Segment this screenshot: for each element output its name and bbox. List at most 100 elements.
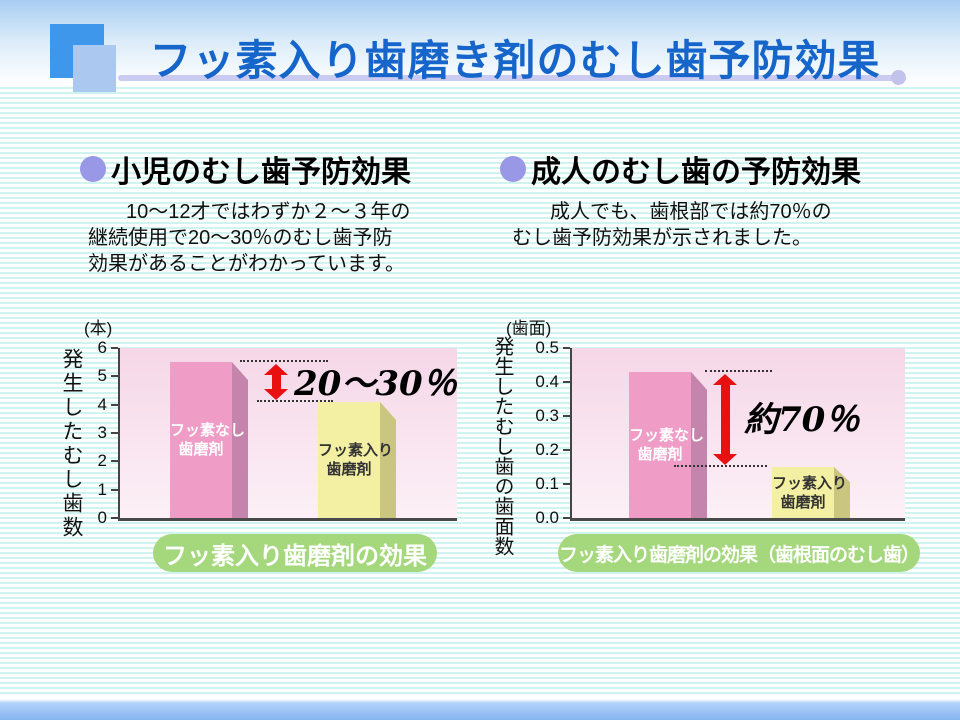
y-tick-label: 0.3 xyxy=(535,406,559,425)
reference-dotted-line xyxy=(240,360,328,363)
y-axis-tick: 6 xyxy=(98,338,118,358)
section-heading-children: 小児のむし歯予防効果 xyxy=(80,147,411,191)
y-axis-tick: 0.5 xyxy=(535,338,570,358)
difference-arrow-icon xyxy=(264,364,288,400)
bar-label-line: フッ素なし xyxy=(170,422,246,440)
bar-3d-side xyxy=(834,467,850,518)
title-underline-dot xyxy=(891,70,906,85)
y-tick-mark xyxy=(563,381,570,383)
difference-arrow-icon xyxy=(713,373,737,465)
page-title: フッ素入り歯磨き剤のむし歯予防効果 xyxy=(149,37,881,84)
bar-3d-side xyxy=(691,371,707,518)
difference-annotation: 約70％ xyxy=(744,400,860,440)
body-line: 10〜12才ではわずか２〜３年の xyxy=(126,201,411,223)
y-tick-mark xyxy=(111,403,118,406)
y-axis-title: 発生したむし歯数 xyxy=(60,348,83,540)
difference-annotation: 20〜30％ xyxy=(294,364,457,404)
y-tick-label: 4 xyxy=(97,394,107,414)
y-tick-mark xyxy=(111,375,118,378)
y-axis-ticks: 0.5 0.4 0.3 0.2 0.1 0.0 xyxy=(534,338,570,527)
y-axis-tick: 0.2 xyxy=(535,440,570,460)
bar-label-line: フッ素入り xyxy=(772,474,848,492)
y-tick-mark xyxy=(111,517,118,519)
y-tick-label: 6 xyxy=(97,338,107,357)
bar-label: フッ素なし 歯磨剤 xyxy=(629,426,705,464)
bar-label-line: フッ素なし xyxy=(629,426,705,444)
bar-fluoride: フッ素入り 歯磨剤 xyxy=(318,401,396,518)
body-line: 成人でも、歯根部では約70％の xyxy=(550,201,832,223)
y-axis-unit: (本) xyxy=(84,319,113,338)
y-tick-label: 0.5 xyxy=(535,338,559,357)
title-underline xyxy=(118,75,894,81)
plot-area: フッ素なし 歯磨剤 フッ素入り 歯磨剤 約70％ xyxy=(570,348,905,521)
body-line: むし歯予防効果が示されました。 xyxy=(512,227,812,249)
y-tick-label: 1 xyxy=(97,479,107,499)
reference-dotted-line xyxy=(705,369,772,372)
arrow-head-up-icon xyxy=(264,364,288,376)
chart-caption-pill: フッ素入り歯磨剤の効果 xyxy=(153,534,437,572)
y-axis-title: 発生したむし歯の歯面数 xyxy=(491,336,513,556)
bar-no-fluoride: フッ素なし 歯磨剤 xyxy=(170,362,248,518)
arrow-head-down-icon xyxy=(264,388,288,400)
y-tick-mark xyxy=(111,460,118,463)
bar-label-line: 歯磨剤 xyxy=(780,493,826,511)
top-gradient-band xyxy=(0,0,960,84)
y-axis-tick: 4 xyxy=(98,395,118,415)
section-heading-adults: 成人のむし歯の予防効果 xyxy=(500,147,861,191)
y-axis-tick: 3 xyxy=(98,423,118,443)
y-tick-label: 0.4 xyxy=(535,372,559,391)
decor-square-light xyxy=(73,45,116,92)
y-tick-mark xyxy=(563,483,570,485)
bar-label-line: 歯磨剤 xyxy=(178,441,224,459)
y-axis-ticks: 6 5 4 3 2 1 0 xyxy=(82,338,118,527)
y-axis-tick: 0.0 xyxy=(535,508,570,528)
bar-fluoride: フッ素入り 歯磨剤 xyxy=(772,467,850,518)
y-tick-mark xyxy=(563,415,570,417)
reference-dotted-line xyxy=(674,465,767,467)
y-axis-tick: 1 xyxy=(98,480,118,500)
bar-face xyxy=(629,371,691,518)
bar-label: フッ素なし 歯磨剤 xyxy=(170,421,246,459)
section-heading-label: 小児のむし歯予防効果 xyxy=(111,156,411,189)
y-tick-label: 3 xyxy=(97,423,107,442)
chart-adult-root-cavities: (歯面) 発生したむし歯の歯面数 0.5 0.4 0.3 0.2 0.1 0.0 フッ素な… xyxy=(480,310,920,580)
y-tick-label: 0.2 xyxy=(535,440,559,459)
bullet-icon xyxy=(80,156,106,182)
reference-dotted-line xyxy=(257,399,333,402)
y-tick-label: 2 xyxy=(97,451,107,471)
bar-face xyxy=(170,362,232,518)
y-axis-unit: (歯面) xyxy=(506,319,552,338)
y-tick-mark xyxy=(563,517,570,519)
y-tick-mark xyxy=(111,488,118,491)
chart-children-cavities: (本) 発生したむし歯数 6 5 4 3 2 1 0 フッ素なし 歯磨剤 フッ素入り 歯磨剤 xyxy=(40,310,480,580)
y-axis-tick: 0.3 xyxy=(535,406,570,426)
bar-label-line: フッ素入り xyxy=(318,441,394,459)
y-tick-mark xyxy=(563,449,570,451)
bar-3d-side xyxy=(380,401,396,518)
plot-area: フッ素なし 歯磨剤 フッ素入り 歯磨剤 20〜30％ xyxy=(118,348,457,521)
bar-label-line: 歯磨剤 xyxy=(326,460,372,478)
body-line: 効果があることがわかっています。 xyxy=(88,253,405,275)
y-tick-mark xyxy=(111,432,118,434)
bottom-blue-band xyxy=(0,697,960,720)
arrow-shaft xyxy=(720,384,730,454)
body-line: 継続使用で20〜30％のむし歯予防 xyxy=(88,227,393,249)
bar-label-line: 歯磨剤 xyxy=(637,445,683,463)
y-tick-mark xyxy=(111,347,118,349)
y-tick-label: 0.0 xyxy=(535,508,559,527)
bar-no-fluoride: フッ素なし 歯磨剤 xyxy=(629,371,707,518)
bullet-icon xyxy=(500,156,526,182)
bar-face xyxy=(318,401,380,518)
bar-label: フッ素入り 歯磨剤 xyxy=(772,474,848,512)
adults-body-text: 成人でも、歯根部では約70％の むし歯予防効果が示されました。 xyxy=(512,199,902,251)
section-heading-label: 成人のむし歯の予防効果 xyxy=(531,156,861,189)
y-tick-mark xyxy=(563,347,570,349)
y-tick-label: 0.1 xyxy=(535,474,559,493)
y-tick-label: 5 xyxy=(97,366,107,386)
children-body-text: 10〜12才ではわずか２〜３年の 継続使用で20〜30％のむし歯予防 効果がある… xyxy=(88,199,468,277)
arrow-head-down-icon xyxy=(713,454,737,465)
arrow-shaft xyxy=(271,375,281,389)
arrow-head-up-icon xyxy=(713,373,737,385)
y-axis-tick: 0 xyxy=(98,508,118,528)
